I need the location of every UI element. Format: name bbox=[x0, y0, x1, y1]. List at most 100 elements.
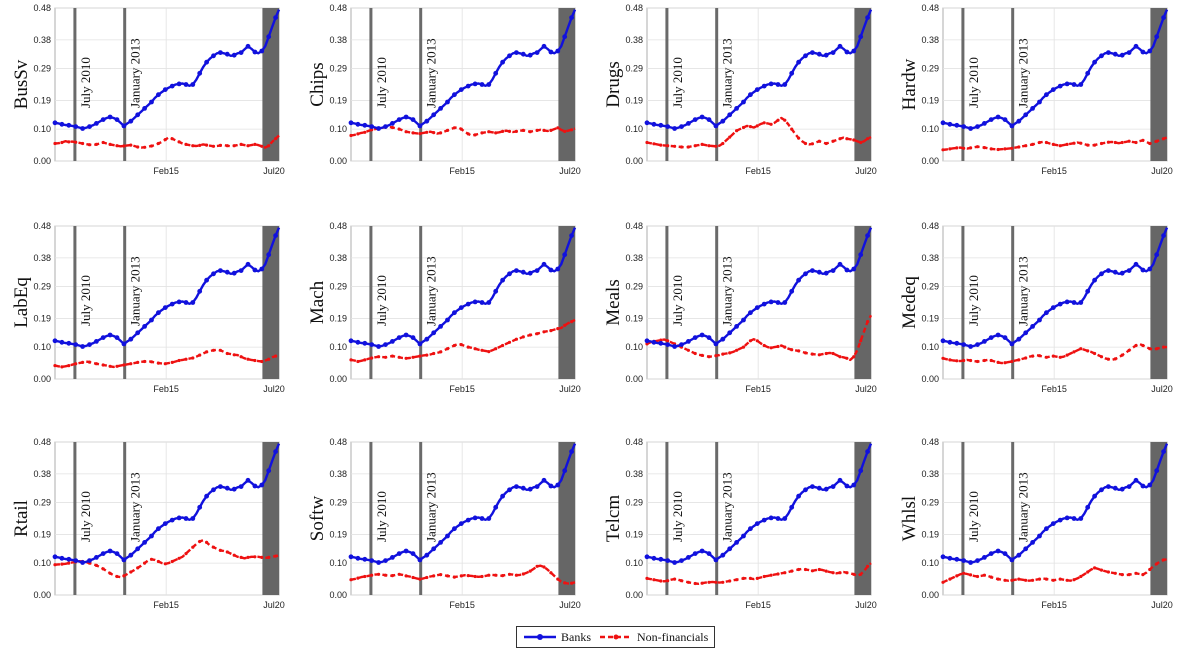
banks-point bbox=[830, 484, 836, 489]
banks-point bbox=[266, 34, 272, 40]
banks-point bbox=[651, 121, 657, 127]
banks-point bbox=[183, 516, 189, 521]
nonfinancials-point bbox=[783, 345, 787, 349]
nonfinancials-point bbox=[1079, 574, 1083, 579]
banks-point bbox=[527, 486, 533, 492]
nonfinancials-point bbox=[191, 545, 195, 549]
nonfinancials-point bbox=[831, 571, 835, 575]
nonfinancials-point bbox=[184, 142, 188, 146]
nonfinancials-point bbox=[156, 559, 160, 564]
nonfinancials-point bbox=[535, 564, 539, 568]
nonfinancials-point bbox=[817, 567, 821, 572]
event-label: January 2013 bbox=[128, 256, 143, 326]
banks-point bbox=[156, 310, 161, 316]
banks-point bbox=[52, 338, 58, 344]
banks-point bbox=[80, 126, 85, 131]
shaded-region bbox=[1150, 8, 1167, 161]
nonfinancials-point bbox=[205, 143, 209, 147]
banks-point bbox=[59, 555, 65, 561]
banks-point bbox=[658, 556, 664, 562]
banks-point bbox=[59, 339, 65, 345]
y-tick-label: 0.29 bbox=[625, 64, 643, 74]
banks-point bbox=[823, 270, 829, 276]
nonfinancials-point bbox=[955, 359, 959, 363]
panel-labeq: 0.00 0.10 0.19 0.29 0.38 0.48 Feb15 Jul20 July 2… bbox=[11, 221, 285, 394]
banks-point bbox=[1002, 551, 1008, 556]
y-tick-label: 0.19 bbox=[921, 313, 939, 323]
nonfinancials-point bbox=[659, 338, 663, 342]
nonfinancials-point bbox=[487, 130, 491, 134]
banks-point bbox=[273, 449, 278, 454]
plot-area bbox=[942, 7, 1168, 162]
banks-point bbox=[424, 552, 430, 558]
y-tick-label: 0.38 bbox=[33, 35, 51, 45]
nonfinancials-point bbox=[205, 350, 209, 354]
panel-label: Mach bbox=[307, 280, 328, 324]
banks-point bbox=[493, 70, 499, 76]
nonfinancials-point bbox=[349, 358, 353, 362]
nonfinancials-point bbox=[783, 118, 787, 122]
banks-point bbox=[1112, 269, 1118, 275]
nonfinancials-point bbox=[411, 131, 415, 135]
nonfinancials-point bbox=[74, 140, 78, 144]
banks-point bbox=[968, 560, 973, 565]
nonfinancials-point bbox=[445, 574, 450, 578]
nonfinancials-point bbox=[1058, 577, 1062, 581]
banks-point bbox=[548, 483, 554, 489]
banks-point bbox=[383, 124, 388, 129]
banks-point bbox=[396, 335, 402, 340]
nonfinancials-point bbox=[1037, 354, 1042, 358]
banks-point bbox=[162, 521, 168, 526]
y-tick-label: 0.19 bbox=[625, 313, 643, 323]
banks-point bbox=[816, 269, 822, 275]
nonfinancials-point bbox=[721, 580, 725, 584]
nonfinancials-point bbox=[87, 360, 92, 364]
nonfinancials-point bbox=[136, 360, 140, 364]
banks-point bbox=[679, 342, 684, 347]
nonfinancials-point bbox=[432, 574, 436, 578]
nonfinancials-point bbox=[831, 139, 835, 143]
y-tick-label: 0.29 bbox=[921, 498, 939, 508]
banks-point bbox=[1057, 83, 1063, 89]
nonfinancials-point bbox=[411, 355, 415, 359]
banks-point bbox=[520, 485, 526, 491]
banks-point bbox=[823, 52, 829, 58]
y-tick-label: 0.29 bbox=[33, 64, 51, 74]
y-tick-label: 0.00 bbox=[33, 590, 51, 600]
nonfinancials-point bbox=[404, 574, 408, 578]
nonfinancials-point bbox=[1134, 571, 1138, 575]
banks-point bbox=[445, 317, 450, 323]
banks-point bbox=[775, 516, 781, 521]
banks-point bbox=[52, 120, 58, 126]
nonfinancials-point bbox=[762, 574, 766, 579]
x-tick-label: Feb15 bbox=[153, 384, 179, 394]
banks-point bbox=[1016, 552, 1022, 558]
banks-point bbox=[1126, 268, 1132, 273]
banks-point bbox=[1092, 277, 1097, 283]
banks-point bbox=[954, 340, 960, 346]
legend-label-banks: Banks bbox=[561, 629, 591, 644]
nonfinancials-point bbox=[652, 142, 656, 146]
nonfinancials-point bbox=[253, 555, 257, 559]
nonfinancials-point bbox=[1093, 351, 1097, 356]
banks-point bbox=[121, 557, 127, 563]
nonfinancials-point bbox=[948, 577, 952, 581]
y-tick-label: 0.00 bbox=[625, 590, 643, 600]
nonfinancials-point bbox=[218, 348, 222, 352]
banks-point bbox=[231, 52, 237, 58]
nonfinancials-point bbox=[1024, 356, 1028, 360]
y-tick-label: 0.10 bbox=[33, 558, 51, 568]
banks-point bbox=[748, 310, 753, 316]
event-label: July 2010 bbox=[374, 491, 389, 542]
nonfinancials-point bbox=[205, 540, 209, 545]
banks-point bbox=[562, 252, 568, 258]
nonfinancials-point bbox=[1099, 355, 1104, 359]
nonfinancials-line bbox=[646, 314, 873, 362]
banks-point bbox=[266, 468, 272, 474]
nonfinancials-point bbox=[390, 354, 394, 358]
nonfinancials-point bbox=[1127, 139, 1131, 143]
banks-point bbox=[238, 268, 244, 273]
banks-point bbox=[183, 82, 189, 87]
banks-point bbox=[754, 305, 760, 310]
banks-point bbox=[796, 59, 801, 65]
